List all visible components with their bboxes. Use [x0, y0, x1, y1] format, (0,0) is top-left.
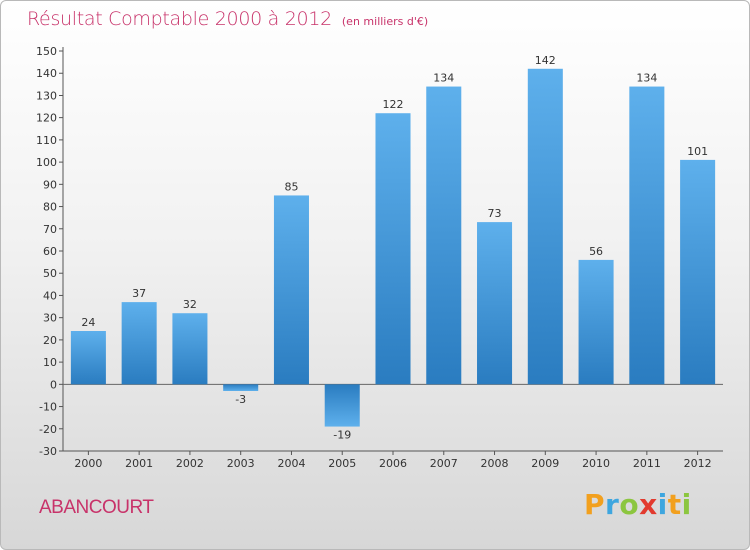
x-tick-label: 2000 — [74, 457, 102, 470]
bar — [375, 113, 411, 385]
x-tick-label: 2004 — [277, 457, 305, 470]
bar — [527, 68, 563, 385]
bar-value-label: 122 — [383, 98, 404, 111]
y-tick-label: 80 — [43, 201, 57, 214]
bar-value-label: -3 — [235, 393, 246, 406]
y-tick-label: 60 — [43, 245, 57, 258]
bar-value-label: 56 — [589, 245, 603, 258]
bar-value-label: 134 — [433, 72, 454, 85]
x-tick-label: 2012 — [684, 457, 712, 470]
y-tick-label: 50 — [43, 267, 57, 280]
y-tick-label: 120 — [36, 112, 57, 125]
x-tick-label: 2002 — [176, 457, 204, 470]
bar-value-label: 73 — [488, 207, 502, 220]
commune-name: ABANCOURT — [39, 497, 154, 518]
y-tick-label: 70 — [43, 223, 57, 236]
y-tick-label: 40 — [43, 289, 57, 302]
bar-value-label: 142 — [535, 54, 556, 67]
x-tick-label: 2007 — [430, 457, 458, 470]
bar — [223, 384, 259, 391]
x-tick-label: 2010 — [582, 457, 610, 470]
bar — [680, 159, 716, 385]
logo-letter: x — [639, 488, 658, 521]
y-tick-label: 10 — [43, 356, 57, 369]
title-text: Résultat Comptable 2000 à 2012 — [27, 8, 332, 30]
logo-letter: r — [605, 488, 620, 521]
x-tick-label: 2005 — [328, 457, 356, 470]
logo-letter: t — [667, 488, 682, 521]
x-tick-label: 2008 — [481, 457, 509, 470]
bar-value-label: 37 — [132, 287, 146, 300]
x-tick-label: 2001 — [125, 457, 153, 470]
bar-value-label: 134 — [636, 72, 657, 85]
y-tick-label: 140 — [36, 67, 57, 80]
x-tick-label: 2011 — [633, 457, 661, 470]
unit-note: (en milliers d'€) — [341, 15, 429, 28]
x-tick-label: 2003 — [227, 457, 255, 470]
bar-value-label: 32 — [183, 298, 197, 311]
logo-letter: P — [584, 488, 606, 521]
logo-letter: o — [619, 488, 640, 521]
proxiti-logo: Proxiti — [584, 488, 692, 521]
bar — [629, 86, 665, 385]
bar — [578, 259, 614, 385]
bar — [172, 313, 208, 385]
y-tick-label: 90 — [43, 178, 57, 191]
y-tick-label: 30 — [43, 312, 57, 325]
bar — [324, 384, 360, 427]
chart-title: Résultat Comptable 2000 à 2012 (en millie… — [27, 8, 428, 30]
x-tick-label: 2006 — [379, 457, 407, 470]
bar-value-label: 101 — [687, 145, 708, 158]
y-tick-label: 100 — [36, 156, 57, 169]
bar — [70, 331, 106, 385]
bar — [121, 302, 157, 385]
bar — [426, 86, 462, 385]
y-tick-label: 0 — [50, 378, 57, 391]
bar-value-label: 85 — [284, 180, 298, 193]
logo-letter: i — [681, 488, 692, 521]
y-tick-label: -20 — [39, 423, 57, 436]
y-tick-label: -10 — [39, 401, 57, 414]
bar-value-label: 24 — [81, 316, 95, 329]
y-tick-label: -30 — [39, 445, 57, 458]
bar — [273, 195, 309, 385]
logo-letter: i — [657, 488, 668, 521]
y-tick-label: 110 — [36, 134, 57, 147]
bar-value-label: -19 — [333, 429, 351, 442]
y-tick-label: 130 — [36, 89, 57, 102]
x-tick-label: 2009 — [531, 457, 559, 470]
y-tick-label: 150 — [36, 45, 57, 58]
bar — [477, 222, 513, 385]
y-tick-label: 20 — [43, 334, 57, 347]
